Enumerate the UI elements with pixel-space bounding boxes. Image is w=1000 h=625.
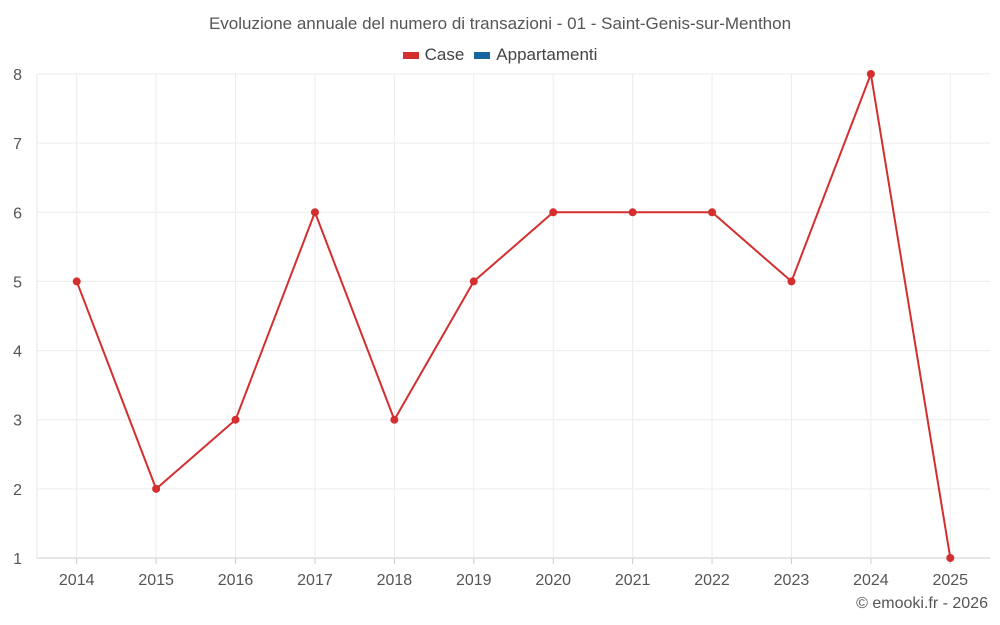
x-tick-label: 2016: [218, 572, 254, 589]
x-tick-label: 2025: [932, 572, 968, 589]
y-tick-label: 7: [13, 136, 22, 153]
x-tick-label: 2020: [535, 572, 571, 589]
x-tick-label: 2014: [59, 572, 95, 589]
x-tick-label: 2018: [377, 572, 413, 589]
series-line-case: [75, 73, 952, 559]
data-point: [787, 277, 796, 286]
data-point: [310, 208, 319, 217]
data-point: [946, 554, 955, 562]
data-point: [469, 277, 478, 286]
y-tick-label: 2: [13, 482, 22, 499]
x-tick-label: 2019: [456, 572, 492, 589]
legend-label-appartamenti: Appartamenti: [496, 45, 598, 64]
legend-item-appartamenti[interactable]: Appartamenti: [474, 45, 597, 65]
data-point: [628, 208, 637, 217]
data-point: [390, 415, 399, 424]
data-point: [72, 277, 81, 286]
x-tick-label: 2023: [774, 572, 810, 589]
data-point: [152, 484, 161, 493]
chart-legend: Case Appartamenti: [0, 45, 1000, 65]
data-point: [231, 415, 240, 424]
x-tick-label: 2015: [138, 572, 174, 589]
legend-label-case: Case: [424, 45, 465, 64]
y-tick-label: 5: [13, 274, 22, 291]
credit-text: © emooki.fr - 2026: [856, 595, 988, 612]
y-tick-label: 6: [13, 205, 22, 222]
y-tick-label: 4: [13, 344, 22, 361]
legend-item-case[interactable]: Case: [402, 45, 465, 65]
chart-title: Evoluzione annuale del numero di transaz…: [208, 14, 792, 33]
y-tick-label: 3: [13, 413, 22, 430]
legend-swatch-case: [402, 51, 419, 59]
x-tick-label: 2024: [853, 572, 889, 589]
data-point: [866, 70, 875, 78]
legend-swatch-appartamenti: [474, 51, 491, 59]
data-point: [549, 208, 558, 217]
data-point: [708, 208, 717, 217]
y-tick-label: 8: [13, 67, 22, 84]
x-tick-label: 2022: [694, 572, 730, 589]
y-tick-label: 1: [13, 551, 22, 568]
x-tick-label: 2017: [297, 572, 333, 589]
x-tick-label: 2021: [615, 572, 651, 589]
